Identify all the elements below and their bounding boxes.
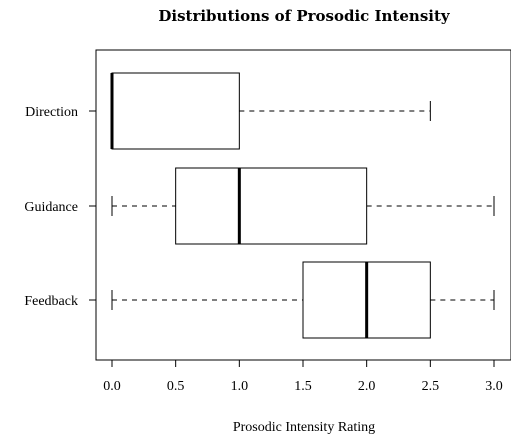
iqr-box bbox=[111, 72, 240, 150]
boxes-layer bbox=[110, 72, 495, 339]
x-axis: 0.0 0.5 1.0 1.5 2.0 2.5 3.0 bbox=[103, 360, 503, 394]
x-tick-label: 0.0 bbox=[103, 379, 121, 394]
x-tick-label: 1.0 bbox=[231, 379, 249, 394]
x-tick-label: 3.0 bbox=[485, 379, 503, 394]
box-feedback bbox=[111, 261, 495, 339]
y-axis: Direction Guidance Feedback bbox=[24, 105, 96, 309]
chart-title: Distributions of Prosodic Intensity bbox=[158, 7, 451, 25]
iqr-box bbox=[175, 167, 368, 245]
y-tick-label: Direction bbox=[25, 105, 78, 120]
box-direction bbox=[110, 72, 431, 150]
box-guidance bbox=[111, 167, 495, 245]
x-tick-label: 2.5 bbox=[422, 379, 440, 394]
x-tick-label: 0.5 bbox=[167, 379, 185, 394]
x-tick-label: 1.5 bbox=[294, 379, 312, 394]
y-tick-label: Feedback bbox=[24, 294, 78, 309]
y-tick-label: Guidance bbox=[24, 200, 78, 215]
x-axis-label: Prosodic Intensity Rating bbox=[233, 420, 375, 435]
x-tick-label: 2.0 bbox=[358, 379, 376, 394]
